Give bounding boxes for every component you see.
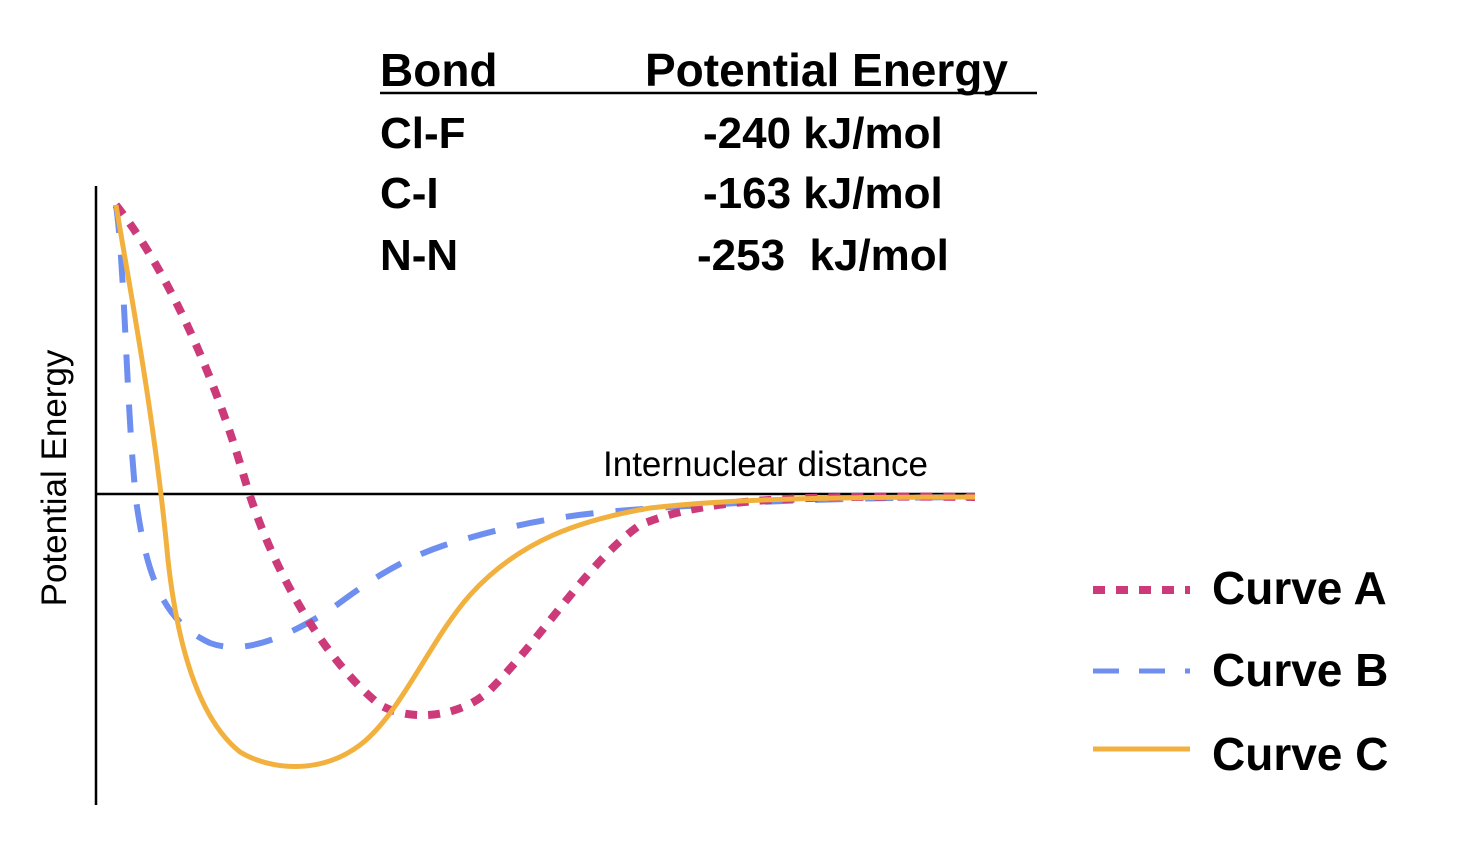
bond-energy-table: Bond Potential Energy Cl-F -240 kJ/mol C… <box>380 44 1037 280</box>
table-row-cl-f-bond: Cl-F <box>380 109 466 158</box>
y-axis-label: Potential Energy <box>35 349 74 606</box>
table-row-c-i-bond: C-I <box>380 169 439 218</box>
table-header-energy: Potential Energy <box>645 44 1008 96</box>
legend-label-curve-c: Curve C <box>1212 728 1388 780</box>
table-row-n-n-bond: N-N <box>380 231 458 280</box>
table-header-bond: Bond <box>380 44 498 96</box>
legend-label-curve-b: Curve B <box>1212 644 1388 696</box>
table-row-cl-f-energy: -240 kJ/mol <box>703 109 943 158</box>
curve-a-line <box>112 202 976 720</box>
table-row-c-i-energy: -163 kJ/mol <box>703 169 943 218</box>
x-axis-label: Internuclear distance <box>603 445 928 484</box>
legend: Curve A Curve B Curve C <box>1093 562 1388 780</box>
table-row-n-n-energy: -253 kJ/mol <box>697 231 949 280</box>
legend-label-curve-a: Curve A <box>1212 562 1387 614</box>
curve-c-line <box>113 204 976 769</box>
